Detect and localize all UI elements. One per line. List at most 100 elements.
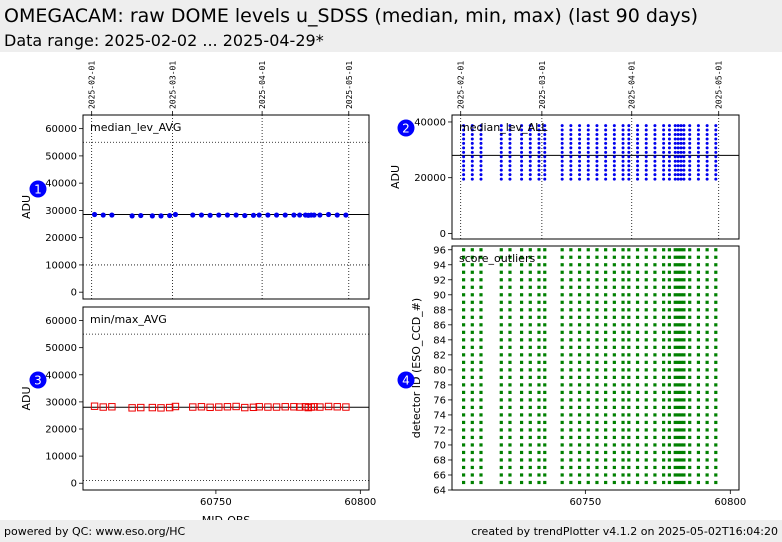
data-point — [578, 173, 582, 177]
data-point — [519, 270, 524, 274]
data-point — [667, 263, 672, 267]
data-point — [560, 390, 564, 394]
data-point — [714, 428, 718, 432]
data-point — [249, 403, 258, 412]
data-point — [679, 177, 683, 181]
data-point — [714, 300, 718, 304]
data-point — [479, 330, 483, 334]
data-point — [714, 150, 718, 154]
data-point — [273, 212, 280, 218]
data-point — [627, 173, 631, 177]
data-point — [470, 473, 474, 477]
data-point — [673, 353, 677, 357]
data-point — [586, 255, 590, 259]
data-point — [636, 141, 640, 145]
data-point — [508, 353, 512, 357]
data-point — [696, 124, 700, 128]
data-point — [653, 263, 657, 267]
data-point — [470, 323, 474, 327]
data-point — [705, 353, 709, 357]
data-point — [662, 146, 666, 150]
data-point — [705, 360, 709, 364]
data-point — [499, 141, 503, 145]
data-point — [543, 308, 547, 312]
data-point — [636, 159, 640, 163]
chart-panel-1: 2025-02-01 2025-03-01 2025-04-01 2025-05-01… — [20, 61, 370, 300]
data-point — [528, 263, 532, 267]
data-point — [621, 133, 625, 137]
data-point — [644, 150, 648, 154]
data-point — [679, 420, 683, 425]
footer-credit[interactable]: powered by QC: www.eso.org/HC — [4, 525, 186, 538]
data-point — [519, 255, 524, 259]
data-point — [520, 137, 524, 141]
data-point — [676, 390, 680, 394]
data-point — [499, 405, 503, 410]
panel-annotation: median_lev_AVG — [90, 121, 181, 134]
data-point — [586, 480, 590, 485]
data-point — [577, 270, 582, 274]
data-point — [577, 375, 582, 379]
data-point — [679, 270, 683, 274]
data-point — [627, 159, 631, 163]
data-point — [673, 315, 677, 319]
data-point — [682, 323, 686, 327]
data-point — [612, 465, 616, 470]
data-point — [158, 213, 164, 219]
data-point — [682, 168, 686, 172]
data-point — [682, 390, 686, 394]
data-point — [653, 150, 657, 154]
data-point — [679, 308, 683, 312]
data-point — [667, 360, 672, 364]
data-point — [644, 360, 648, 364]
data-point — [662, 368, 666, 372]
data-point — [714, 133, 718, 137]
data-point — [569, 177, 573, 181]
data-point — [667, 330, 672, 334]
data-point — [508, 413, 512, 417]
data-point — [586, 159, 590, 163]
data-point — [604, 128, 608, 132]
data-point — [627, 390, 631, 394]
data-point — [696, 480, 701, 485]
data-point — [688, 480, 692, 485]
data-point — [508, 383, 512, 387]
y-tick-label: 70 — [433, 440, 446, 451]
panel-number-label: 4 — [402, 374, 410, 388]
data-point — [595, 435, 599, 440]
data-point — [470, 255, 474, 259]
data-point — [508, 360, 512, 364]
data-point — [519, 323, 524, 327]
data-point — [586, 465, 590, 470]
y-tick-label: 0 — [71, 479, 77, 490]
data-point — [295, 403, 304, 411]
data-point — [676, 405, 680, 410]
data-point — [508, 458, 512, 462]
data-point — [688, 128, 692, 132]
data-point — [667, 308, 672, 312]
data-point — [560, 345, 564, 349]
data-point — [682, 338, 686, 342]
data-point — [676, 300, 680, 304]
data-point — [635, 360, 640, 364]
data-point — [334, 212, 340, 218]
data-point — [714, 293, 718, 297]
data-point — [543, 398, 547, 402]
data-point — [621, 405, 625, 410]
data-point — [653, 390, 657, 394]
data-point — [499, 270, 503, 274]
data-point — [714, 285, 718, 289]
data-point — [667, 398, 672, 402]
data-point — [627, 293, 631, 297]
data-point — [508, 428, 512, 432]
data-point — [644, 458, 648, 462]
data-point — [519, 428, 524, 432]
data-point — [627, 368, 631, 372]
data-point — [627, 420, 631, 425]
data-point — [461, 375, 466, 379]
data-point — [673, 141, 677, 145]
data-point — [577, 300, 582, 304]
data-point — [667, 124, 671, 128]
data-point — [696, 383, 701, 387]
date-tick-label: 2025-04-01 — [628, 61, 637, 109]
